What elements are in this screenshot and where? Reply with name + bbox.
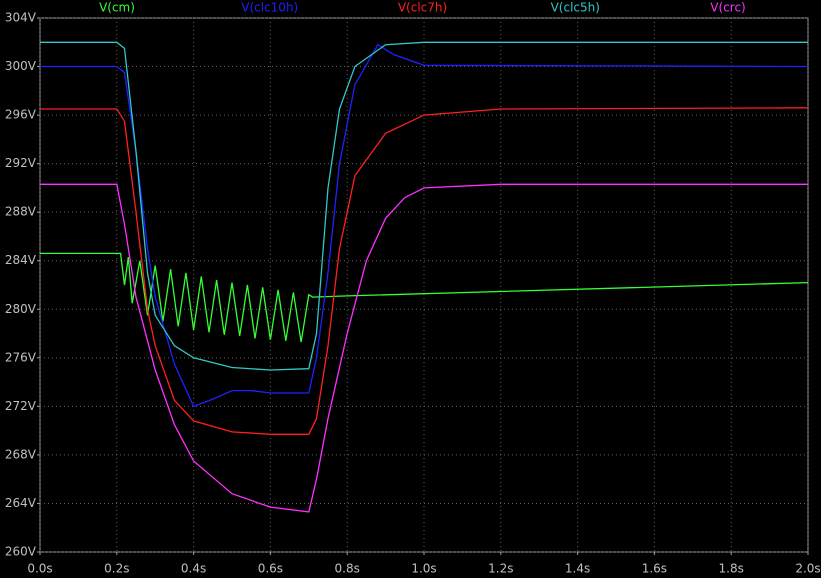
x-tick-label: 0.6s xyxy=(258,562,283,576)
series-line xyxy=(40,252,809,343)
legend-entry: V(cm) xyxy=(99,1,135,15)
legend-entry: V(clc7h) xyxy=(398,1,447,15)
x-tick-label: 0.2s xyxy=(104,562,129,576)
x-tick-label: 1.4s xyxy=(565,562,590,576)
y-tick-label: 296V xyxy=(5,108,37,122)
y-tick-label: 288V xyxy=(5,205,37,219)
y-tick-label: 304V xyxy=(5,11,37,25)
y-tick-label: 300V xyxy=(5,59,37,73)
x-tick-label: 0.0s xyxy=(27,562,52,576)
y-tick-label: 264V xyxy=(5,496,37,510)
x-tick-label: 2.0s xyxy=(795,562,820,576)
y-tick-label: 268V xyxy=(5,447,37,461)
series-line xyxy=(40,41,808,371)
legend-entry: V(crc) xyxy=(710,1,745,15)
legend-entry: V(clc5h) xyxy=(551,1,600,15)
y-tick-label: 260V xyxy=(5,545,37,559)
y-tick-label: 292V xyxy=(5,156,37,170)
x-tick-label: 1.2s xyxy=(488,562,513,576)
y-tick-label: 284V xyxy=(5,253,37,267)
series-line xyxy=(40,107,809,435)
x-tick-label: 0.4s xyxy=(181,562,206,576)
series-line xyxy=(40,183,808,513)
x-tick-label: 0.8s xyxy=(335,562,360,576)
y-tick-label: 272V xyxy=(5,399,37,413)
x-tick-label: 1.8s xyxy=(719,562,744,576)
y-tick-label: 276V xyxy=(5,350,37,364)
x-tick-label: 1.0s xyxy=(411,562,436,576)
x-tick-label: 1.6s xyxy=(642,562,667,576)
y-tick-label: 280V xyxy=(5,302,37,316)
series-line xyxy=(40,43,809,408)
legend-entry: V(clc10h) xyxy=(241,1,298,15)
